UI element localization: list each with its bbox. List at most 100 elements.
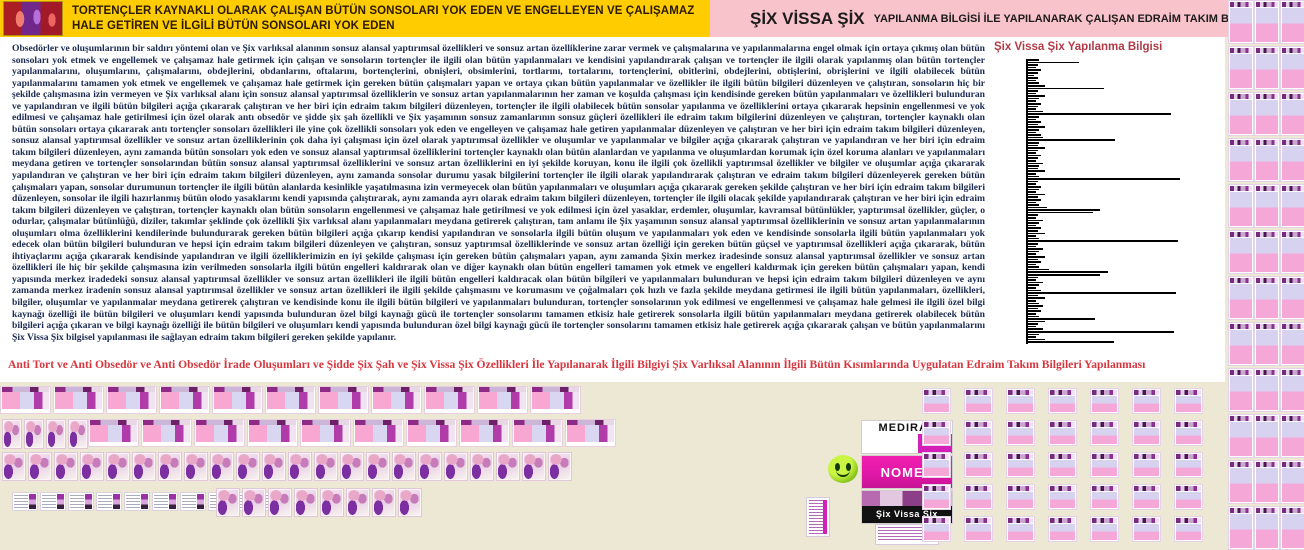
thumbnail-grid-right[interactable]: [1228, 0, 1304, 550]
thumbnail-item[interactable]: [565, 419, 616, 447]
thumbnail-item[interactable]: [1228, 460, 1254, 504]
thumbnail-item[interactable]: [964, 516, 993, 542]
thumbnail-item[interactable]: [1048, 516, 1077, 542]
thumbnail-grid-mid[interactable]: [922, 388, 1203, 542]
thumbnail-item[interactable]: [68, 419, 88, 449]
thumbnail-item[interactable]: [424, 386, 475, 414]
thumbnail-item[interactable]: [964, 420, 993, 446]
thumbnail-item[interactable]: [1174, 420, 1203, 446]
thumbnail-item[interactable]: [159, 386, 210, 414]
thumbnail-item[interactable]: [1254, 322, 1280, 366]
thumbnail-item[interactable]: [247, 419, 298, 447]
thumbnail-item[interactable]: [141, 419, 192, 447]
thumbnail-item[interactable]: [530, 386, 581, 414]
thumbnail-item[interactable]: [194, 419, 245, 447]
thumbnail-item[interactable]: [1228, 322, 1254, 366]
thumbnail-item[interactable]: [1048, 420, 1077, 446]
thumbnail-item[interactable]: [242, 488, 266, 517]
thumbnail-item[interactable]: [88, 419, 139, 447]
thumbnail-item[interactable]: [106, 386, 157, 414]
thumbnail-item[interactable]: [1280, 230, 1304, 274]
thumbnail-item[interactable]: [477, 386, 528, 414]
thumbnail-item[interactable]: [512, 419, 563, 447]
thumbnail-item[interactable]: [353, 419, 404, 447]
thumbnail-item[interactable]: [1228, 230, 1254, 274]
thumbnail-item[interactable]: [496, 452, 520, 481]
thumbnail-item[interactable]: [1280, 414, 1304, 458]
thumbnail-item[interactable]: [1048, 452, 1077, 478]
strip-photo-row-2a[interactable]: [2, 419, 90, 449]
thumbnail-item[interactable]: [1254, 460, 1280, 504]
thumbnail-item[interactable]: [80, 452, 104, 481]
thumbnail-item[interactable]: [340, 452, 364, 481]
thumbnail-item[interactable]: [522, 452, 546, 481]
thumbnail-item[interactable]: [1254, 184, 1280, 228]
thumbnail-item[interactable]: [1006, 388, 1035, 414]
thumbnail-item[interactable]: [288, 452, 312, 481]
thumbnail-item[interactable]: [1090, 484, 1119, 510]
thumbnail-item[interactable]: [1280, 0, 1304, 44]
mini-note-thumbnail[interactable]: [806, 497, 830, 537]
thumbnail-item[interactable]: [1228, 414, 1254, 458]
thumbnail-item[interactable]: [2, 419, 22, 449]
thumbnail-item[interactable]: [1280, 276, 1304, 320]
thumbnail-item[interactable]: [268, 488, 292, 517]
thumbnail-item[interactable]: [236, 452, 260, 481]
thumbnail-item[interactable]: [398, 488, 422, 517]
nomex-card[interactable]: NOMEX: [861, 455, 953, 489]
strip-photo-row-3[interactable]: [2, 452, 574, 481]
thumbnail-item[interactable]: [1228, 506, 1254, 550]
thumbnail-item[interactable]: [392, 452, 416, 481]
thumbnail-item[interactable]: [1090, 388, 1119, 414]
thumbnail-item[interactable]: [1228, 276, 1254, 320]
thumbnail-item[interactable]: [1090, 516, 1119, 542]
thumbnail-item[interactable]: [1280, 460, 1304, 504]
strip-web-row-2b[interactable]: [88, 419, 618, 447]
thumbnail-item[interactable]: [28, 452, 52, 481]
thumbnail-item[interactable]: [24, 419, 44, 449]
thumbnail-item[interactable]: [548, 452, 572, 481]
thumbnail-item[interactable]: [1174, 484, 1203, 510]
thumbnail-item[interactable]: [1090, 420, 1119, 446]
thumbnail-item[interactable]: [1006, 452, 1035, 478]
thumbnail-item[interactable]: [470, 452, 494, 481]
thumbnail-item[interactable]: [0, 386, 51, 414]
thumbnail-item[interactable]: [1280, 92, 1304, 136]
thumbnail-item[interactable]: [318, 386, 369, 414]
thumbnail-item[interactable]: [922, 420, 951, 446]
thumbnail-item[interactable]: [1254, 138, 1280, 182]
thumbnail-item[interactable]: [1254, 92, 1280, 136]
thumbnail-item[interactable]: [1254, 506, 1280, 550]
thumbnail-item[interactable]: [1174, 388, 1203, 414]
thumbnail-item[interactable]: [1228, 184, 1254, 228]
thumbnail-item[interactable]: [1132, 516, 1161, 542]
strip-photo-row-4b[interactable]: [216, 488, 424, 517]
thumbnail-item[interactable]: [922, 388, 951, 414]
thumbnail-item[interactable]: [922, 516, 951, 542]
thumbnail-item[interactable]: [1132, 420, 1161, 446]
thumbnail-item[interactable]: [12, 492, 38, 511]
thumbnail-item[interactable]: [106, 452, 130, 481]
thumbnail-item[interactable]: [1280, 506, 1304, 550]
thumbnail-item[interactable]: [418, 452, 442, 481]
thumbnail-item[interactable]: [184, 452, 208, 481]
thumbnail-item[interactable]: [1254, 46, 1280, 90]
thumbnail-item[interactable]: [294, 488, 318, 517]
thumbnail-item[interactable]: [1174, 452, 1203, 478]
thumbnail-item[interactable]: [1132, 388, 1161, 414]
thumbnail-item[interactable]: [210, 452, 234, 481]
thumbnail-item[interactable]: [1228, 46, 1254, 90]
thumbnail-item[interactable]: [1228, 138, 1254, 182]
thumbnail-item[interactable]: [346, 488, 370, 517]
thumbnail-item[interactable]: [68, 492, 94, 511]
thumbnail-item[interactable]: [1228, 0, 1254, 44]
thumbnail-item[interactable]: [1228, 368, 1254, 412]
thumbnail-item[interactable]: [1228, 92, 1254, 136]
thumbnail-item[interactable]: [366, 452, 390, 481]
thumbnail-item[interactable]: [1048, 484, 1077, 510]
thumbnail-item[interactable]: [922, 452, 951, 478]
thumbnail-item[interactable]: [922, 484, 951, 510]
thumbnail-item[interactable]: [262, 452, 286, 481]
thumbnail-item[interactable]: [1006, 484, 1035, 510]
thumbnail-item[interactable]: [371, 386, 422, 414]
